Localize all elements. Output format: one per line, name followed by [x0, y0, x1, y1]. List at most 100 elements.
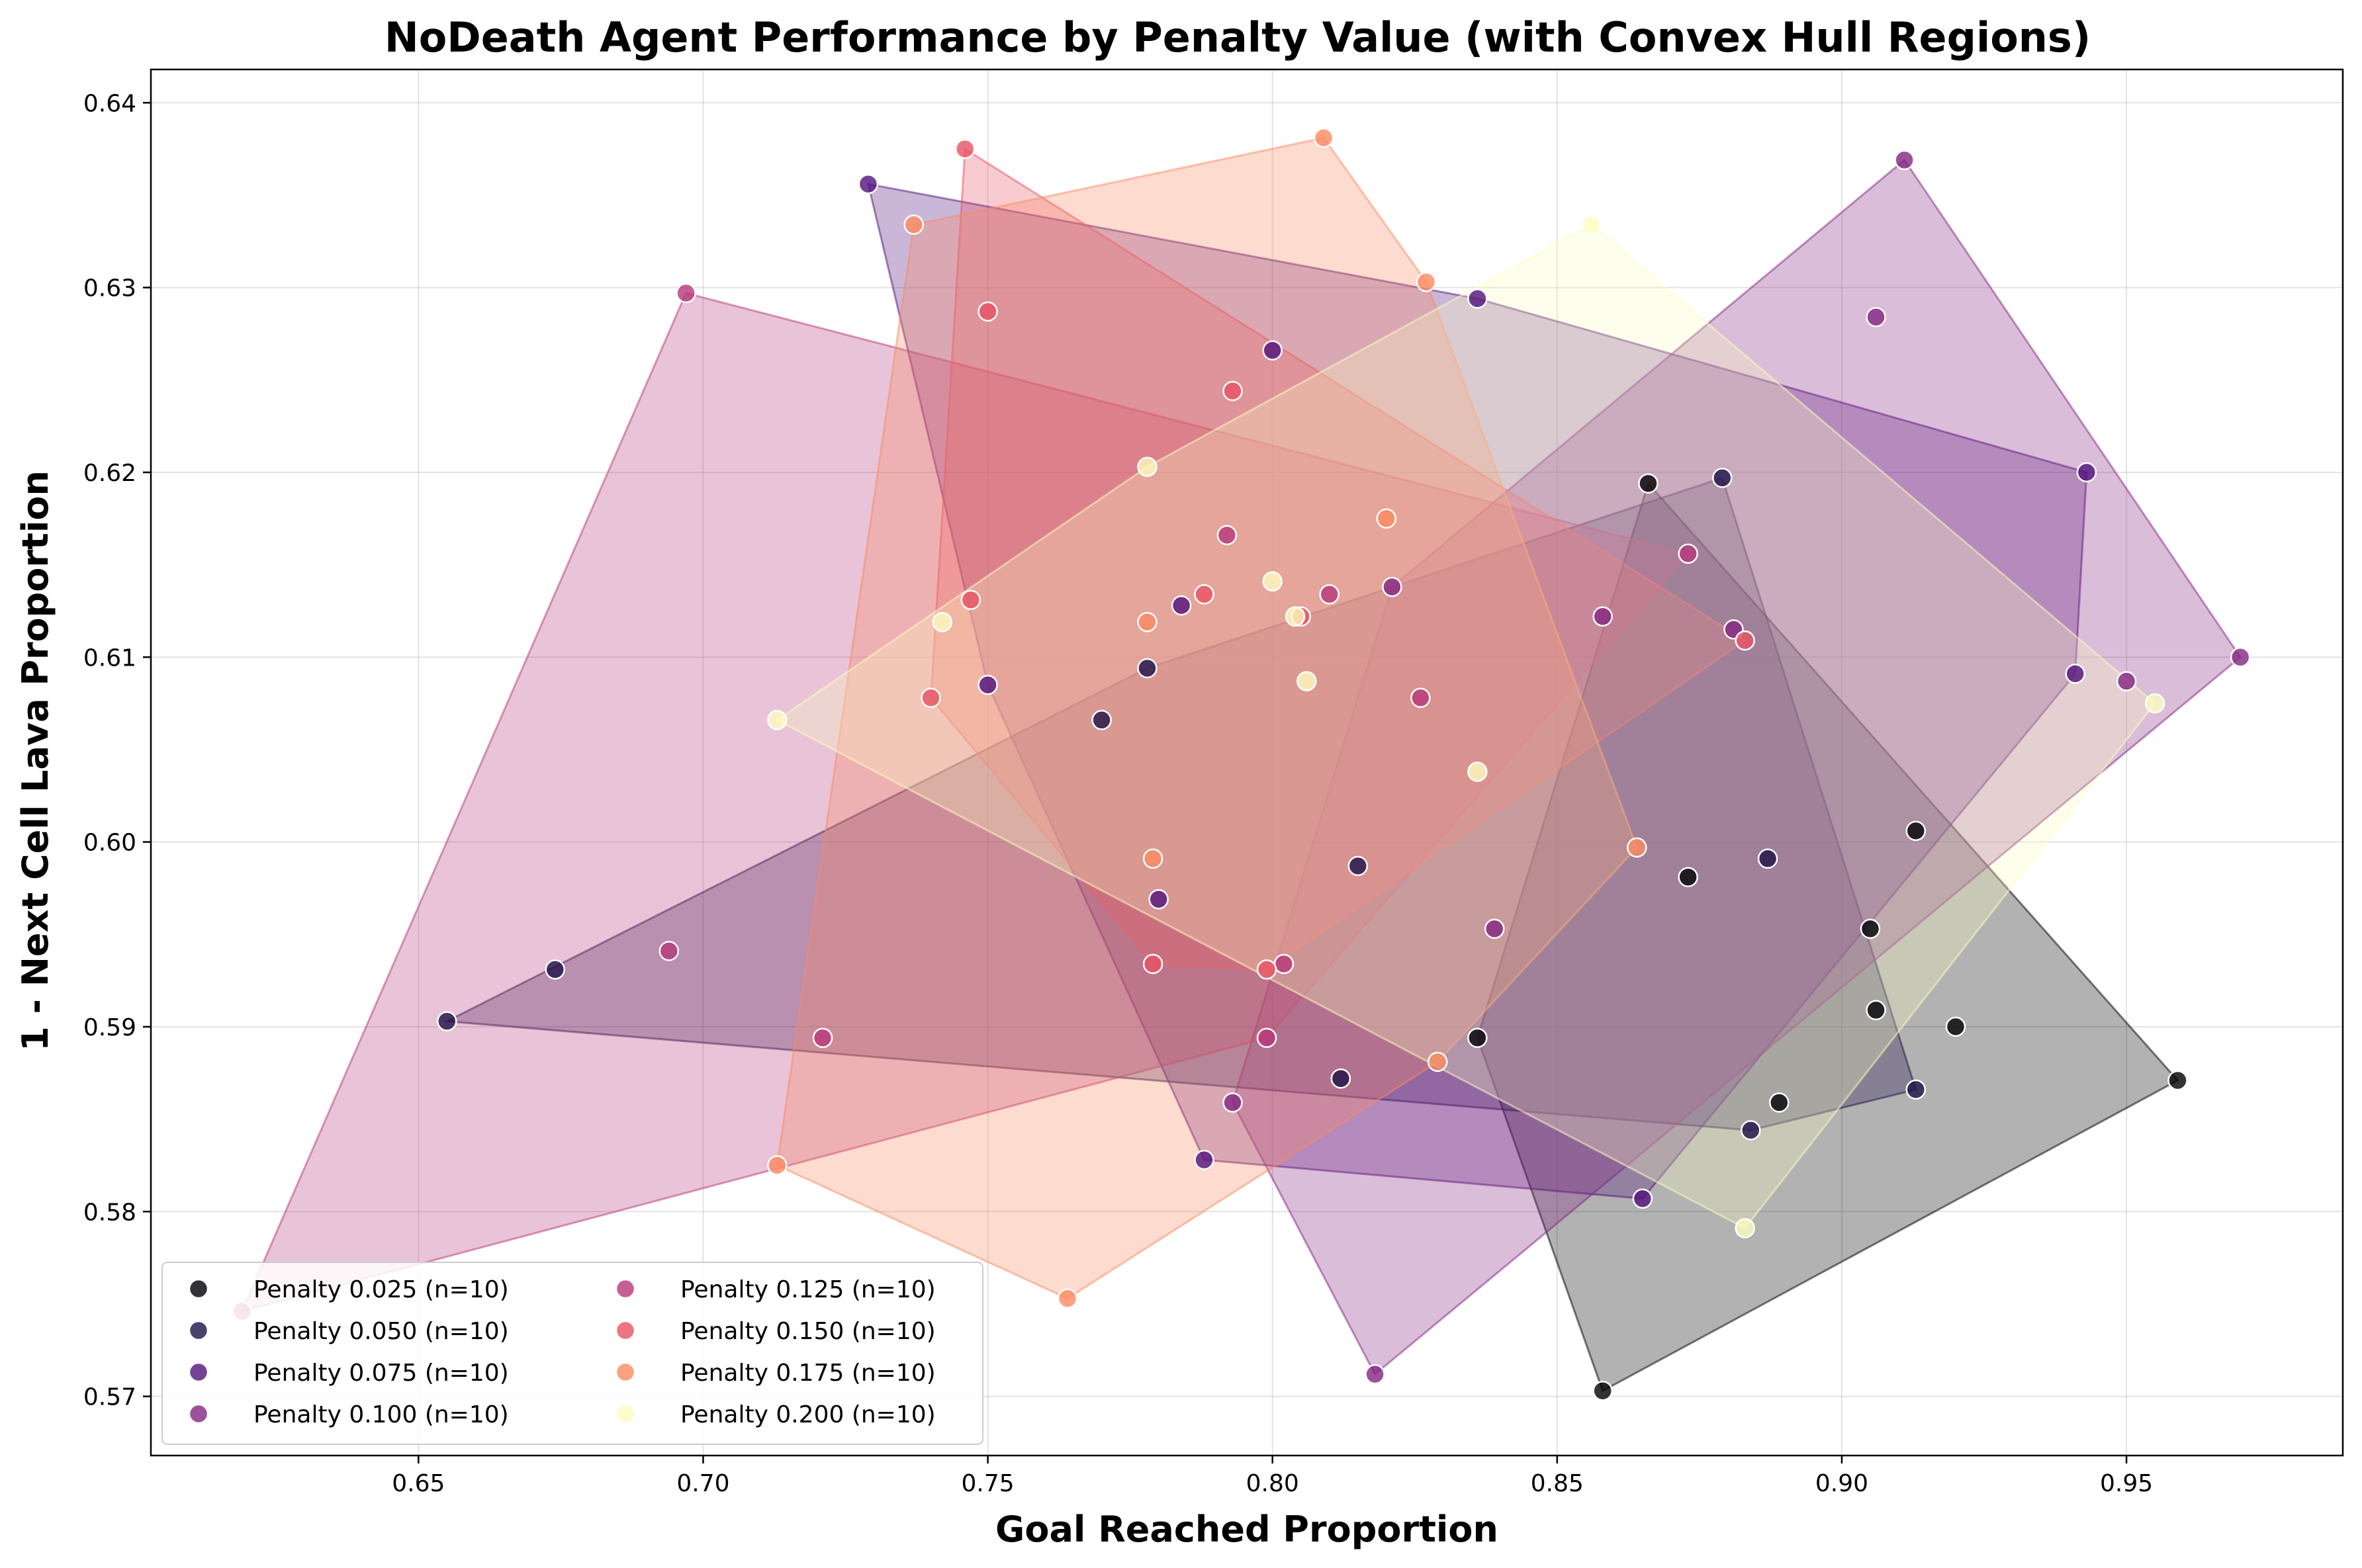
y-tick-label: 0.58 [83, 1199, 136, 1226]
y-axis-label: 1 - Next Cell Lava Proportion [15, 470, 56, 1051]
convex-hull-2 [443, 476, 1917, 1131]
legend-label: Penalty 0.175 (n=10) [680, 1360, 936, 1387]
legend-marker [188, 1362, 209, 1383]
data-point [1285, 606, 1306, 627]
data-point [1137, 457, 1158, 477]
legend-marker [188, 1403, 209, 1424]
data-point [1262, 340, 1283, 361]
data-point [1712, 468, 1733, 488]
data-point [977, 674, 998, 695]
data-point [1484, 918, 1505, 939]
legend-marker [188, 1320, 209, 1341]
data-point [1735, 630, 1755, 651]
data-point [977, 301, 998, 322]
legend-label: Penalty 0.075 (n=10) [253, 1360, 509, 1387]
plot-frame [150, 68, 2344, 1457]
data-point [960, 589, 981, 610]
data-point [1467, 1027, 1488, 1048]
legend-label: Penalty 0.100 (n=10) [253, 1401, 509, 1428]
data-point [1137, 658, 1158, 679]
data-point [1860, 918, 1881, 939]
legend-marker [615, 1403, 636, 1424]
x-axis-label: Goal Reached Proportion [995, 1508, 1498, 1550]
y-tick-label: 0.61 [83, 644, 136, 672]
data-point [1262, 571, 1283, 592]
x-tick-label: 0.70 [676, 1470, 729, 1497]
data-point [1057, 1288, 1078, 1309]
data-point [1866, 307, 1886, 327]
data-point [2116, 671, 2137, 691]
data-point [767, 1155, 788, 1176]
data-point [545, 959, 566, 980]
data-point [2065, 664, 2085, 684]
convex-hull-3 [866, 183, 2088, 1200]
legend-marker [615, 1278, 636, 1299]
y-tick-label: 0.60 [83, 830, 136, 857]
data-point [1757, 848, 1778, 869]
data-point [1866, 1000, 1886, 1021]
data-point [676, 283, 696, 304]
data-point [1638, 473, 1658, 494]
data-point [1365, 1364, 1385, 1385]
data-point [1905, 1079, 1927, 1100]
data-point [954, 138, 976, 159]
legend: Penalty 0.025 (n=10) Penalty 0.050 (n=10)… [161, 1262, 983, 1445]
convex-hull-6 [930, 147, 1747, 971]
data-point [1142, 953, 1163, 975]
data-point [1592, 606, 1613, 627]
data-point [1216, 525, 1238, 546]
data-point [659, 941, 680, 961]
convex-hull-7 [776, 136, 1639, 1300]
data-point [1171, 595, 1192, 616]
data-point [1627, 837, 1647, 858]
legend-box [161, 1262, 983, 1445]
data-point [1427, 1051, 1448, 1072]
data-point [1256, 1027, 1277, 1048]
data-point [1347, 855, 1369, 877]
y-tick-label: 0.62 [83, 460, 136, 487]
data-point [1319, 584, 1340, 605]
data-point [903, 214, 924, 235]
x-tick-label: 0.85 [1531, 1470, 1584, 1497]
legend-label: Penalty 0.200 (n=10) [680, 1401, 936, 1428]
data-point [1148, 889, 1169, 910]
data-point [2144, 693, 2165, 714]
legend-label: Penalty 0.150 (n=10) [680, 1318, 936, 1345]
data-point [1678, 867, 1698, 887]
data-point [1769, 1092, 1790, 1113]
legend-label: Penalty 0.125 (n=10) [680, 1276, 936, 1303]
data-point [1137, 611, 1158, 632]
data-point [767, 710, 788, 730]
chart-title: NoDeath Agent Performance by Penalty Val… [385, 13, 2091, 62]
x-axis-ticks: 0.65 0.70 0.75 0.80 0.85 0.90 0.95 [392, 1456, 2153, 1497]
data-point [1467, 288, 1488, 309]
x-tick-label: 0.90 [1815, 1470, 1868, 1497]
data-point [1467, 762, 1488, 782]
legend-label: Penalty 0.050 (n=10) [253, 1318, 509, 1345]
data-point [1416, 271, 1437, 292]
data-point [1410, 687, 1431, 708]
convex-hull-4 [1231, 158, 2242, 1376]
data-point [437, 1011, 457, 1031]
data-point [1376, 508, 1397, 529]
data-point [1222, 1092, 1243, 1113]
data-points [232, 128, 2251, 1401]
legend-marker [188, 1278, 209, 1299]
data-point [1142, 848, 1163, 869]
data-point [1382, 576, 1402, 597]
legend-marker [615, 1362, 636, 1383]
data-point [1894, 150, 1915, 171]
data-point [1592, 1380, 1613, 1401]
data-point [858, 173, 879, 195]
legend-label: Penalty 0.025 (n=10) [253, 1276, 509, 1303]
data-point [1273, 953, 1295, 975]
data-point [1313, 128, 1334, 148]
data-point [2076, 462, 2097, 483]
data-point [1581, 214, 1602, 235]
y-tick-label: 0.63 [83, 275, 136, 302]
data-point [812, 1027, 833, 1048]
data-point [1256, 959, 1277, 980]
data-point [1091, 710, 1112, 730]
data-point [1735, 1218, 1755, 1239]
